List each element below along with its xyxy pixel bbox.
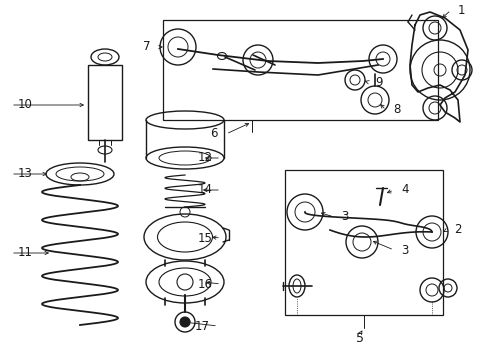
Text: 12: 12 <box>198 152 213 165</box>
Text: 2: 2 <box>453 224 461 237</box>
Text: 8: 8 <box>392 104 400 117</box>
Text: 9: 9 <box>374 76 382 89</box>
Text: 3: 3 <box>400 243 407 256</box>
Bar <box>88 65 122 140</box>
Text: 15: 15 <box>198 231 213 244</box>
Text: 3: 3 <box>340 211 347 224</box>
Text: 6: 6 <box>210 127 218 140</box>
Text: 16: 16 <box>198 278 213 291</box>
Text: 4: 4 <box>400 184 407 197</box>
Text: 10: 10 <box>18 99 33 112</box>
Circle shape <box>180 317 190 327</box>
Text: 7: 7 <box>142 40 150 54</box>
Text: 11: 11 <box>18 247 33 260</box>
Text: 1: 1 <box>457 4 465 17</box>
Bar <box>285 170 442 315</box>
Bar <box>163 20 437 120</box>
Text: 17: 17 <box>195 320 209 333</box>
Text: 13: 13 <box>18 167 33 180</box>
Text: 5: 5 <box>355 332 363 345</box>
Text: 14: 14 <box>198 184 213 197</box>
